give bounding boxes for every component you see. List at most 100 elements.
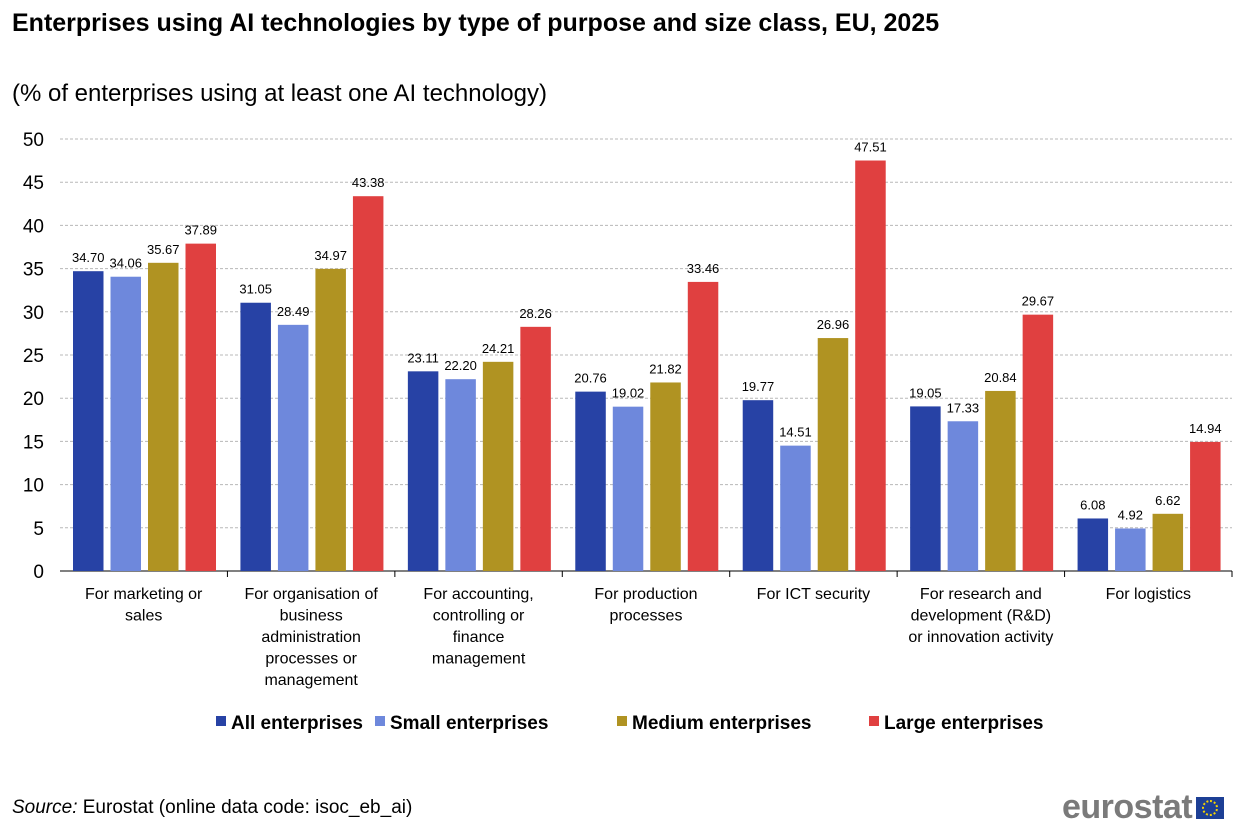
data-label: 28.26 — [519, 306, 552, 321]
data-label: 19.77 — [742, 379, 775, 394]
legend-label: Small enterprises — [390, 713, 548, 734]
bar — [985, 390, 1016, 571]
source-note: Source: Eurostat (online data code: isoc… — [12, 797, 412, 819]
bar — [520, 326, 551, 571]
bar — [612, 406, 644, 571]
x-tick-label: business — [280, 608, 343, 625]
chart-subtitle: (% of enterprises using at least one AI … — [12, 80, 547, 107]
x-tick-label: For logistics — [1106, 586, 1191, 603]
bar — [780, 445, 811, 571]
data-label: 31.05 — [239, 282, 272, 297]
legend-label: Large enterprises — [884, 713, 1043, 734]
data-label: 24.21 — [482, 341, 515, 356]
y-tick-label: 40 — [23, 216, 44, 237]
data-label: 17.33 — [947, 400, 980, 415]
chart-title: Enterprises using AI technologies by typ… — [12, 9, 940, 37]
data-label: 26.96 — [817, 317, 850, 332]
y-tick-label: 45 — [23, 173, 44, 194]
legend-swatch — [375, 716, 385, 726]
y-tick-label: 0 — [33, 562, 44, 583]
bar — [910, 406, 941, 571]
bar — [1115, 528, 1146, 571]
data-label: 23.11 — [407, 350, 439, 365]
x-tick-label: sales — [125, 608, 162, 625]
legend-label: All enterprises — [231, 713, 363, 734]
data-label: 34.06 — [109, 256, 142, 271]
source-label: Source: — [12, 797, 78, 818]
y-tick-label: 25 — [23, 346, 44, 367]
data-label: 34.97 — [314, 248, 347, 263]
data-label: 19.02 — [612, 386, 645, 401]
bar — [315, 268, 346, 571]
y-tick-label: 5 — [33, 519, 44, 540]
bar — [1152, 513, 1184, 571]
bar — [407, 371, 439, 571]
data-label: 47.51 — [854, 140, 887, 155]
x-tick-label: For organisation of — [244, 586, 378, 603]
bar — [817, 338, 849, 571]
bar — [947, 421, 979, 571]
data-label: 35.67 — [147, 242, 180, 257]
bar — [240, 302, 271, 571]
data-label: 14.94 — [1189, 421, 1222, 436]
x-tick-label: administration — [261, 629, 361, 646]
bar — [687, 281, 719, 571]
bar — [482, 361, 514, 571]
data-label: 20.76 — [574, 371, 607, 386]
data-label: 20.84 — [984, 370, 1017, 385]
legend-swatch — [216, 716, 226, 726]
x-tick-label: finance — [453, 629, 505, 646]
data-label: 33.46 — [687, 261, 720, 276]
x-tick-label: processes — [610, 608, 683, 625]
data-label: 4.92 — [1118, 507, 1143, 522]
bar — [445, 379, 476, 571]
x-tick-label: management — [264, 672, 358, 689]
y-tick-label: 35 — [23, 260, 44, 281]
y-tick-label: 50 — [23, 130, 44, 151]
x-tick-label: For research and — [920, 586, 1042, 603]
bar — [1190, 441, 1221, 571]
bar — [73, 271, 104, 571]
x-tick-label: processes or — [265, 651, 357, 668]
data-label: 19.05 — [909, 385, 942, 400]
x-tick-label: For ICT security — [757, 586, 871, 603]
legend-swatch — [869, 716, 879, 726]
y-tick-label: 15 — [23, 432, 44, 453]
x-tick-label: For production — [594, 586, 697, 603]
y-tick-label: 30 — [23, 303, 44, 324]
bar — [742, 400, 774, 571]
eurostat-logo: eurostat — [1062, 788, 1225, 827]
bar — [650, 382, 681, 571]
data-label: 37.89 — [184, 223, 217, 238]
bar — [575, 391, 606, 571]
logo-text: eurostat — [1062, 788, 1193, 826]
data-label: 6.62 — [1155, 493, 1180, 508]
x-tick-label: management — [432, 651, 526, 668]
bar — [1022, 314, 1054, 571]
x-tick-label: or innovation activity — [908, 629, 1053, 646]
eu-flag-icon — [1196, 796, 1225, 819]
data-label: 43.38 — [352, 175, 385, 190]
data-label: 28.49 — [277, 304, 310, 319]
y-tick-label: 10 — [23, 476, 44, 497]
x-tick-label: development (R&D) — [911, 608, 1052, 625]
bar — [352, 196, 384, 572]
legend-swatch — [617, 716, 627, 726]
bar — [855, 160, 886, 571]
data-label: 34.70 — [72, 250, 105, 265]
legend-label: Medium enterprises — [632, 713, 812, 734]
data-label: 22.20 — [444, 358, 477, 373]
bar — [185, 243, 216, 571]
data-label: 21.82 — [649, 361, 682, 376]
data-label: 6.08 — [1080, 497, 1105, 512]
source-text: Eurostat (online data code: isoc_eb_ai) — [77, 797, 413, 818]
data-label: 14.51 — [779, 425, 812, 440]
x-tick-label: controlling or — [433, 608, 525, 625]
bar — [110, 276, 141, 571]
bar — [148, 262, 179, 571]
data-label: 29.67 — [1022, 294, 1055, 309]
x-tick-label: For marketing or — [85, 586, 203, 603]
bar — [1077, 518, 1109, 571]
bar — [277, 324, 309, 571]
